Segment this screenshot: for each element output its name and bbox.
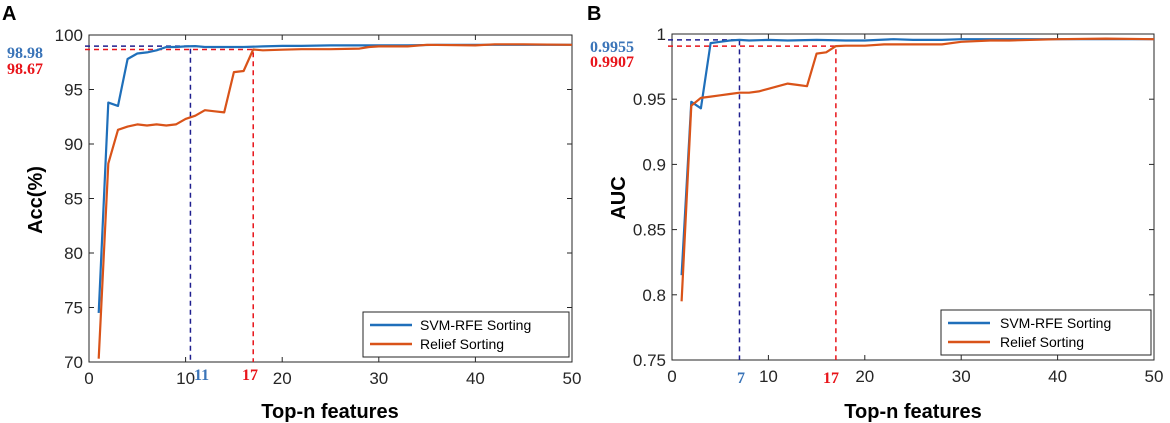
- panel-b-y-tick-label: 0.8: [642, 286, 666, 305]
- panel-b-plot-area: [671, 33, 1155, 361]
- panel-b-legend: SVM-RFE Sorting Relief Sorting: [940, 309, 1152, 356]
- panel-b-y-label: AUC: [608, 176, 630, 219]
- panel-b-y-tick-label: 1: [657, 25, 666, 44]
- panel-a-y-tick-label: 75: [64, 299, 83, 318]
- panel-b: B 0 10 20 30 40 50 0.75 0.8 0.85 0.9 0.95 1 Top-n f…: [587, 3, 1163, 423]
- panel-a-y-tick-label: 100: [55, 26, 83, 45]
- panel-a-y-tick-label: 80: [64, 244, 83, 263]
- panel-b-guide-lines: [668, 39, 837, 360]
- panel-b-y-tick-label: 0.75: [633, 351, 666, 370]
- panel-b-relief-n-label: 17: [823, 370, 839, 387]
- panel-a-x-tick-label: 30: [369, 369, 388, 388]
- panel-a-relief-value-label: 98.67: [7, 61, 43, 78]
- panel-b-x-tick-label: 30: [952, 367, 971, 386]
- panel-b-letter: B: [587, 3, 601, 25]
- panel-a-relief-guide: [85, 48, 254, 362]
- panel-a-y-tick-label: 70: [64, 353, 83, 372]
- panel-b-relief-guide: [668, 45, 837, 360]
- panel-b-y-tick-label: 0.95: [633, 90, 666, 109]
- panel-a-svm-value-label: 98.98: [7, 45, 43, 62]
- panel-a-x-label: Top-n features: [261, 401, 398, 423]
- panel-b-y-tick-label: 0.9: [642, 155, 666, 174]
- panel-a-legend-box: [362, 311, 570, 358]
- panel-b-x-label: Top-n features: [844, 401, 981, 423]
- panel-a-x-tick-label: 10: [176, 369, 195, 388]
- panel-a-guide-lines: [85, 45, 254, 362]
- panel-b-legend-label-relief: Relief Sorting: [1000, 334, 1084, 350]
- panel-a-x-tick-label: 20: [273, 369, 292, 388]
- panel-b-svm-n-label: 7: [737, 370, 745, 387]
- panel-b-ticks: 0 10 20 30 40 50 0.75 0.8 0.85 0.9 0.95 1: [633, 25, 1164, 386]
- panel-a-x-tick-label: 50: [563, 369, 582, 388]
- panel-a-y-tick-label: 95: [64, 81, 83, 100]
- panel-a-legend-label-svm: SVM-RFE Sorting: [420, 317, 531, 333]
- panel-a-ticks: 0 10 20 30 40 50 70 75 80 85 90 95 100: [55, 26, 582, 388]
- panel-a-x-tick-label: 0: [84, 369, 93, 388]
- panel-b-x-tick-label: 20: [855, 367, 874, 386]
- panel-b-legend-box: [940, 309, 1152, 356]
- panel-b-x-tick-label: 0: [667, 367, 676, 386]
- panel-a-letter: A: [2, 3, 16, 25]
- panel-a-legend-label-relief: Relief Sorting: [420, 336, 504, 352]
- panel-b-relief-value-label: 0.9907: [590, 54, 634, 71]
- panel-a-legend: SVM-RFE Sorting Relief Sorting: [362, 311, 570, 358]
- panel-b-x-tick-label: 10: [759, 367, 778, 386]
- panel-a-svm-guide: [85, 45, 192, 362]
- panel-a-plot-area: [88, 34, 573, 363]
- panel-b-x-tick-label: 40: [1048, 367, 1067, 386]
- panel-a: A 0 10 20 30 40 50 70 75 80 85 90 95 100 Top-n featu…: [2, 3, 581, 423]
- panel-b-relief-line: [680, 37, 1155, 302]
- panel-b-svm-rfe-line: [680, 38, 1154, 276]
- panel-a-y-tick-label: 85: [64, 190, 83, 209]
- panel-a-y-tick-label: 90: [64, 135, 83, 154]
- panel-a-series: [97, 43, 573, 359]
- panel-b-x-tick-label: 50: [1145, 367, 1164, 386]
- panel-a-relief-line: [97, 43, 573, 359]
- panel-a-x-tick-label: 40: [466, 369, 485, 388]
- panel-a-y-label: Acc(%): [25, 166, 47, 234]
- panel-a-relief-n-label: 17: [242, 367, 258, 384]
- panel-a-svm-n-label: 11: [194, 367, 209, 384]
- panel-b-svm-value-label: 0.9955: [590, 39, 634, 56]
- panel-b-series: [680, 37, 1155, 302]
- panel-b-legend-label-svm: SVM-RFE Sorting: [1000, 315, 1111, 331]
- panel-b-y-tick-label: 0.85: [633, 221, 666, 240]
